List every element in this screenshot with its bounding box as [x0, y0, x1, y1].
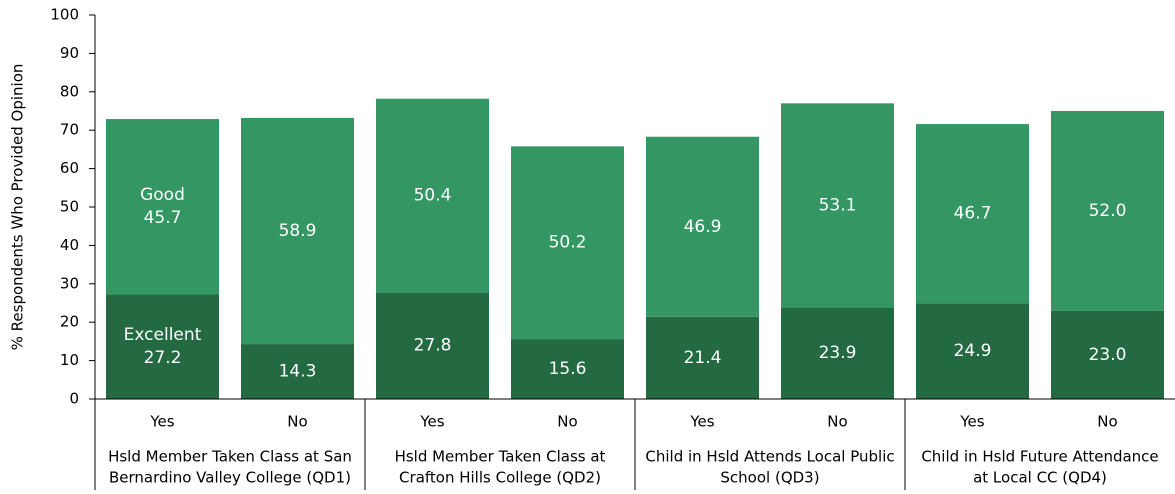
y-tick-label: 20: [60, 313, 79, 331]
data-label: 53.1: [819, 195, 857, 215]
x-tick-label: Yes: [689, 413, 714, 431]
bar-segment: [106, 294, 219, 399]
data-label: 21.4: [684, 348, 722, 368]
data-label: 52.0: [1089, 201, 1127, 221]
bar-segment: [916, 303, 1029, 399]
bar-segment: [376, 292, 489, 399]
y-tick-label: 70: [60, 121, 79, 139]
bar-segment: [1051, 111, 1164, 311]
x-tick-label: No: [287, 413, 307, 431]
group-label: Hsld Member Taken Class at: [395, 448, 606, 466]
bar-segment: [241, 344, 354, 399]
bar-segment: [646, 316, 759, 399]
bar-segment: [241, 117, 354, 345]
y-axis-label: % Respondents Who Provided Opinion: [9, 64, 27, 351]
y-tick-label: 80: [60, 82, 79, 100]
bar-segment: [106, 119, 219, 295]
data-label: 27.8: [414, 336, 452, 356]
group-label: School (QD3): [720, 469, 819, 487]
series-label: Excellent: [124, 325, 202, 345]
data-label: 46.7: [954, 204, 992, 224]
data-label: 46.9: [684, 217, 722, 237]
x-tick-label: No: [557, 413, 577, 431]
bar-segment: [511, 339, 624, 399]
group-label: Bernardino Valley College (QD1): [109, 469, 351, 487]
y-tick-label: 50: [60, 198, 79, 216]
data-label: 24.9: [954, 341, 992, 361]
data-label: 15.6: [549, 359, 587, 379]
x-tick-label: No: [1097, 413, 1117, 431]
group-label: at Local CC (QD4): [973, 469, 1107, 487]
y-tick-label: 90: [60, 44, 79, 62]
group-label: Child in Hsld Attends Local Public: [645, 448, 894, 466]
y-tick-label: 40: [60, 236, 79, 254]
x-tick-label: Yes: [959, 413, 984, 431]
data-label: 50.2: [549, 233, 587, 253]
y-tick-label: 60: [60, 159, 79, 177]
x-tick-label: Yes: [419, 413, 444, 431]
y-tick-label: 100: [50, 6, 79, 24]
bar-segment: [781, 307, 894, 399]
data-label: 58.9: [279, 221, 317, 241]
bar-segment: [376, 98, 489, 293]
data-label: 23.9: [819, 343, 857, 363]
bar-segment: [781, 103, 894, 308]
data-label: 14.3: [279, 362, 317, 382]
data-label: 23.0: [1089, 345, 1127, 365]
y-tick-label: 10: [60, 351, 79, 369]
data-label: 50.4: [414, 185, 452, 205]
y-tick-label: 30: [60, 274, 79, 292]
bar-segment: [916, 124, 1029, 304]
bar-segment: [646, 136, 759, 317]
group-label: Child in Hsld Future Attendance: [921, 448, 1158, 466]
data-label: 45.7: [144, 208, 182, 228]
x-tick-label: No: [827, 413, 847, 431]
group-label: Crafton Hills College (QD2): [399, 469, 601, 487]
series-label: Good: [140, 185, 185, 205]
bar-segment: [1051, 310, 1164, 399]
x-tick-label: Yes: [149, 413, 174, 431]
group-label: Hsld Member Taken Class at San: [108, 448, 352, 466]
y-tick-label: 0: [69, 390, 79, 408]
bar-segment: [511, 146, 624, 340]
data-label: 27.2: [144, 348, 182, 368]
